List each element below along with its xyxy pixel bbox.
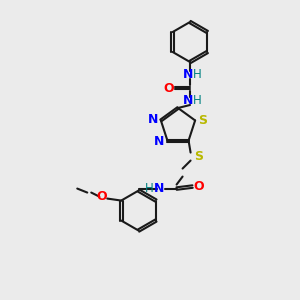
Text: N: N: [183, 94, 193, 107]
Text: N: N: [148, 113, 158, 126]
Text: O: O: [164, 82, 174, 94]
Text: S: S: [199, 114, 208, 127]
Text: N: N: [154, 135, 165, 148]
Text: H: H: [193, 68, 201, 82]
Text: N: N: [183, 68, 193, 82]
Text: O: O: [193, 180, 204, 193]
Text: O: O: [96, 190, 106, 203]
Text: N: N: [153, 182, 164, 195]
Text: S: S: [194, 150, 203, 163]
Text: H: H: [193, 94, 201, 107]
Text: H: H: [145, 182, 154, 195]
